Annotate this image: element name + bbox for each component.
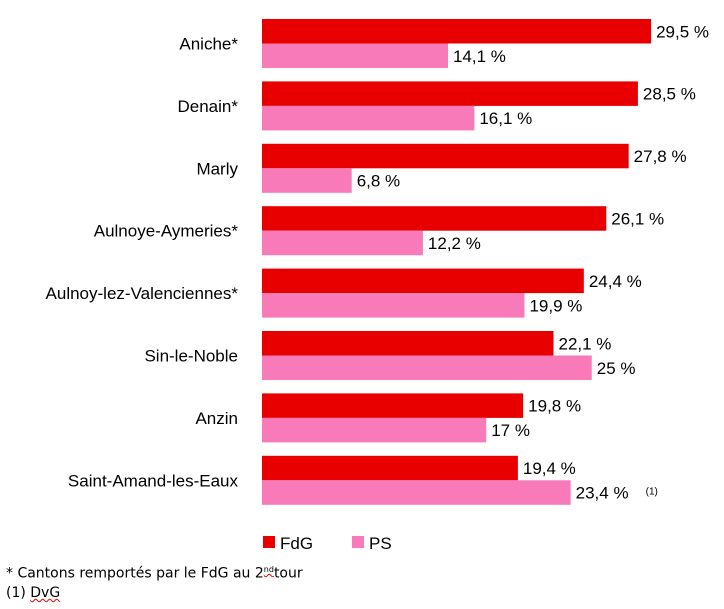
footnote-sup: nd [263, 565, 274, 574]
footnote-word: DvG [30, 585, 61, 601]
bar-ps [262, 105, 475, 131]
bar-fdg [262, 331, 554, 356]
category-label: Aniche* [179, 35, 238, 54]
data-label: 6,8 % [357, 172, 400, 191]
category-label: Denain* [178, 97, 239, 116]
bar-fdg [262, 455, 518, 481]
data-label: 19,8 % [528, 397, 581, 416]
footnote-text: * Cantons remportés par le FdG au 2 [6, 565, 264, 582]
bar-fdg [262, 143, 629, 169]
data-label: 17 % [491, 421, 530, 440]
legend-swatch-fdg [263, 536, 275, 548]
category-label: Aulnoy-lez-Valenciennes* [46, 284, 239, 303]
legend-label-fdg: FdG [280, 534, 313, 553]
category-label: Marly [196, 159, 238, 178]
data-label: 16,1 % [479, 109, 532, 128]
bar-fdg [262, 393, 524, 418]
data-label: 14,1 % [453, 47, 506, 66]
data-label: 28,5 % [643, 85, 696, 104]
category-label: Aulnoye-Aymeries* [94, 222, 239, 241]
bar-fdg [262, 206, 607, 231]
data-label: 27,8 % [634, 147, 687, 166]
data-label: 19,9 % [529, 296, 582, 315]
bar-fdg [262, 268, 584, 294]
annotation-label: (1) [646, 487, 658, 498]
footnote-dvg: (1) DvG [6, 585, 60, 601]
legend-label-ps: PS [369, 534, 392, 553]
bar-ps [262, 417, 487, 443]
bar-fdg [262, 19, 652, 44]
data-label: 12,2 % [428, 234, 481, 253]
data-label: 19,4 % [523, 459, 576, 478]
footnote-text-end: tour [273, 565, 303, 582]
bar-ps [262, 293, 525, 318]
bar-fdg [262, 81, 638, 106]
data-label: 22,1 % [558, 334, 611, 353]
bar-ps [262, 355, 592, 380]
category-label: Anzin [195, 409, 238, 428]
bar-ps [262, 168, 352, 193]
category-label: Sin-le-Noble [144, 347, 238, 366]
category-label: Saint-Amand-les-Eaux [68, 471, 239, 490]
data-label: 24,4 % [589, 272, 642, 291]
legend-swatch-ps [352, 536, 364, 548]
data-label: 26,1 % [611, 209, 664, 228]
bar-ps [262, 230, 423, 256]
data-label: 23,4 % [576, 484, 629, 503]
data-label: 25 % [597, 359, 636, 378]
footnote-cantons: * Cantons remportés par le FdG au 2ndtou… [6, 565, 303, 582]
bar-ps [262, 43, 448, 68]
data-label: 29,5 % [656, 22, 709, 41]
bar-ps [262, 480, 571, 505]
footnote-number: (1) [6, 585, 31, 601]
